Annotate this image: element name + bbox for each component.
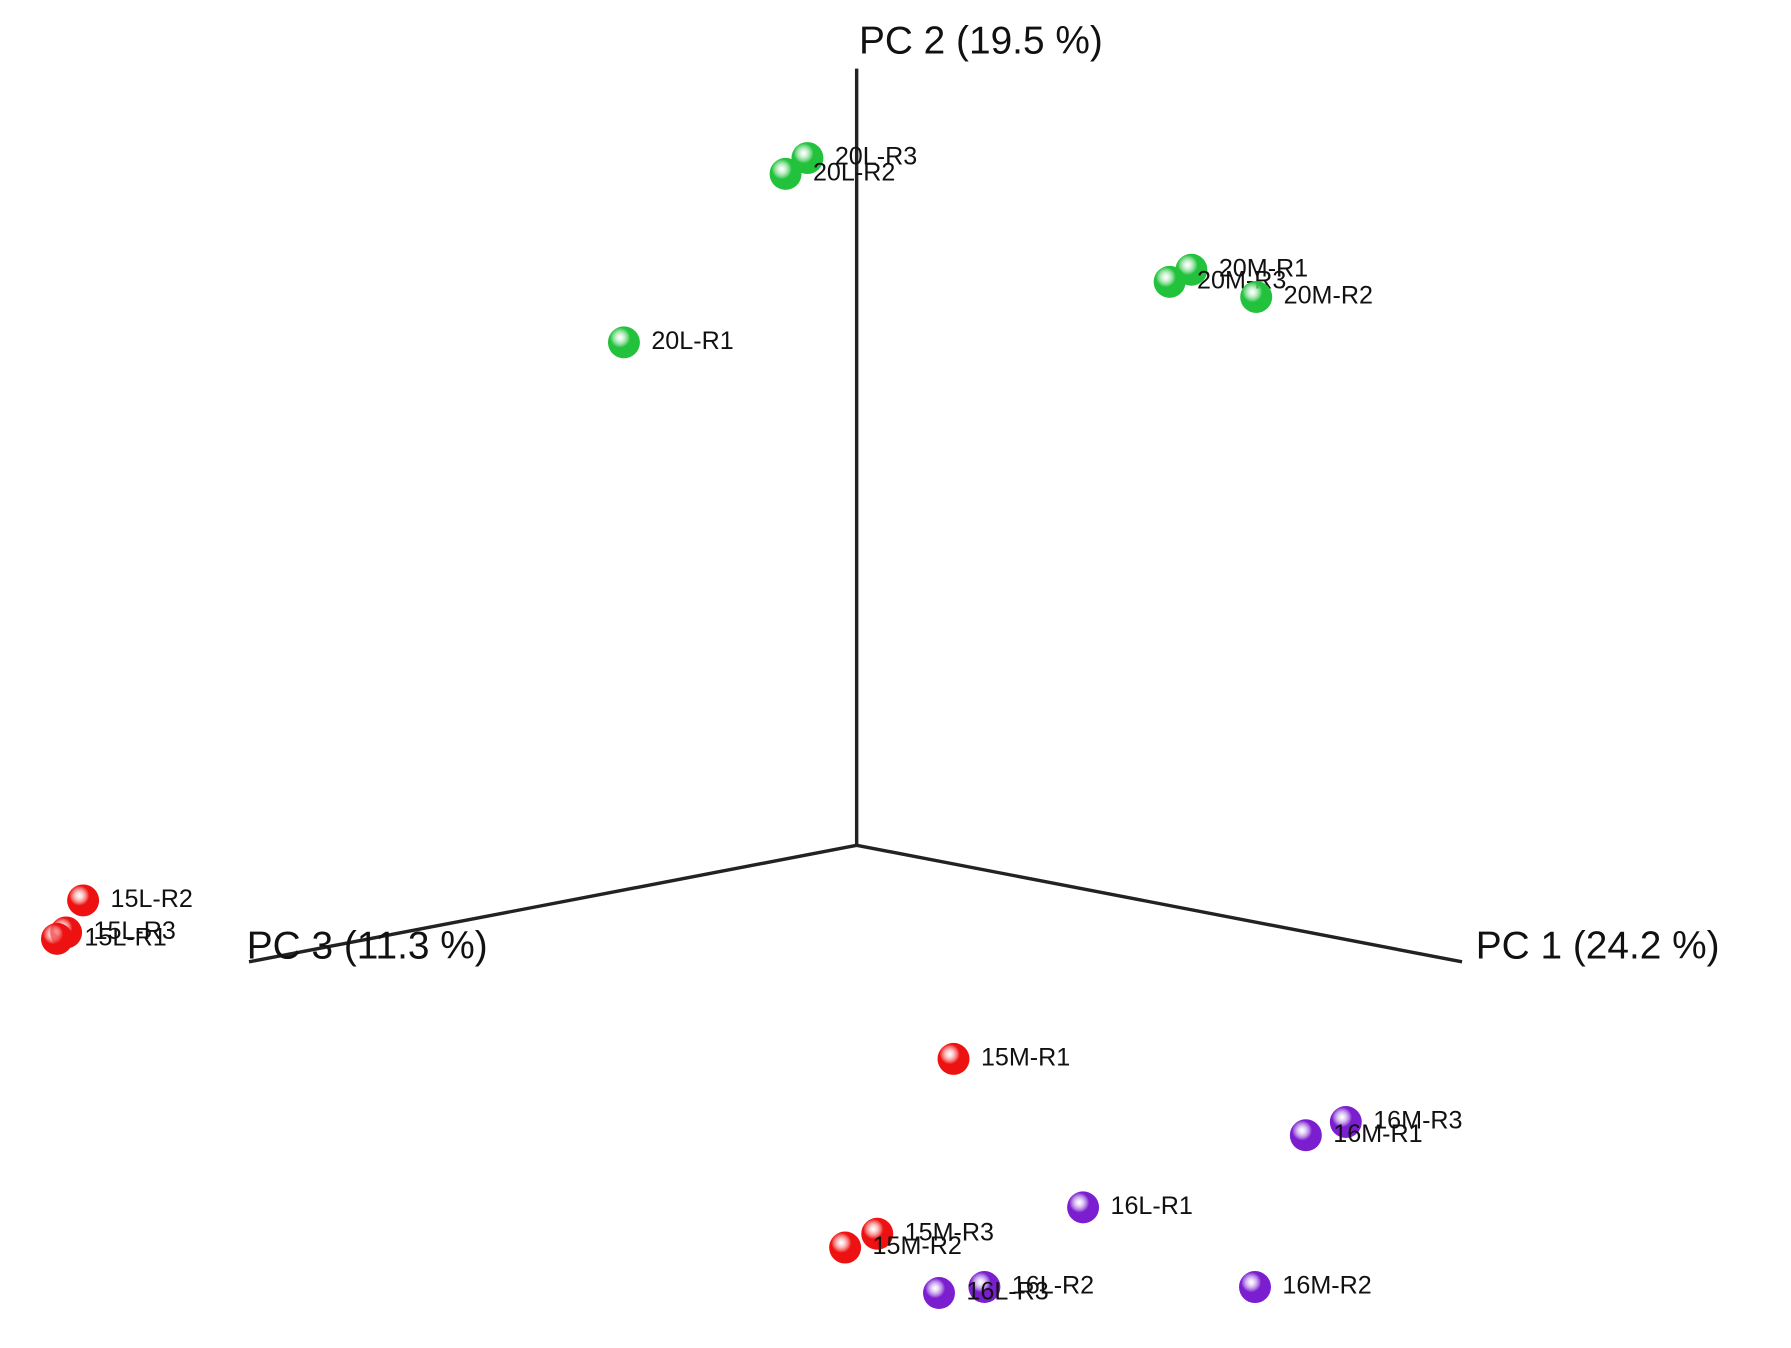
point — [968, 1271, 1001, 1303]
point — [829, 1231, 862, 1264]
point-label: 15L-R3 — [94, 917, 176, 945]
point-label: 15L-R1 — [84, 923, 166, 951]
x-axis-title: PC 1 (24.2 %) — [1476, 924, 1720, 967]
point-label: 20M-R2 — [1284, 282, 1373, 310]
point — [1240, 280, 1273, 313]
point-label: 16M-R3 — [1373, 1107, 1462, 1135]
point-label: 20L-R1 — [651, 327, 733, 355]
point — [1153, 265, 1186, 298]
point-label: 16L-R3 — [966, 1278, 1048, 1306]
point-label: 15M-R2 — [873, 1232, 962, 1260]
point — [769, 157, 802, 190]
point-label: 16L-R2 — [1012, 1272, 1094, 1300]
point-label: 20M-R3 — [1197, 267, 1286, 295]
point — [923, 1277, 955, 1310]
point — [607, 326, 640, 359]
point — [1329, 1106, 1362, 1138]
point — [861, 1217, 894, 1250]
point-label: 15M-R3 — [905, 1218, 994, 1246]
x-axis — [856, 843, 1463, 964]
y-axis-title: PC 2 (19.5 %) — [859, 20, 1103, 63]
point-label: 16M-R1 — [1333, 1120, 1422, 1148]
point — [40, 922, 73, 955]
z-axis — [248, 843, 857, 964]
point — [937, 1042, 970, 1075]
point-label: 15L-R2 — [111, 885, 193, 913]
point-label: 15M-R1 — [981, 1044, 1070, 1072]
point — [67, 884, 100, 917]
point — [1289, 1119, 1322, 1152]
point-label: 20M-R1 — [1219, 254, 1308, 282]
point — [1067, 1191, 1100, 1224]
point-label: 16L-R1 — [1110, 1192, 1192, 1220]
point — [1239, 1271, 1271, 1304]
point-label: 16M-R2 — [1282, 1272, 1371, 1300]
point-label: 20L-R2 — [813, 159, 895, 187]
point-label: 20L-R3 — [835, 143, 917, 171]
z-axis-title: PC 3 (11.3 %) — [247, 924, 488, 967]
